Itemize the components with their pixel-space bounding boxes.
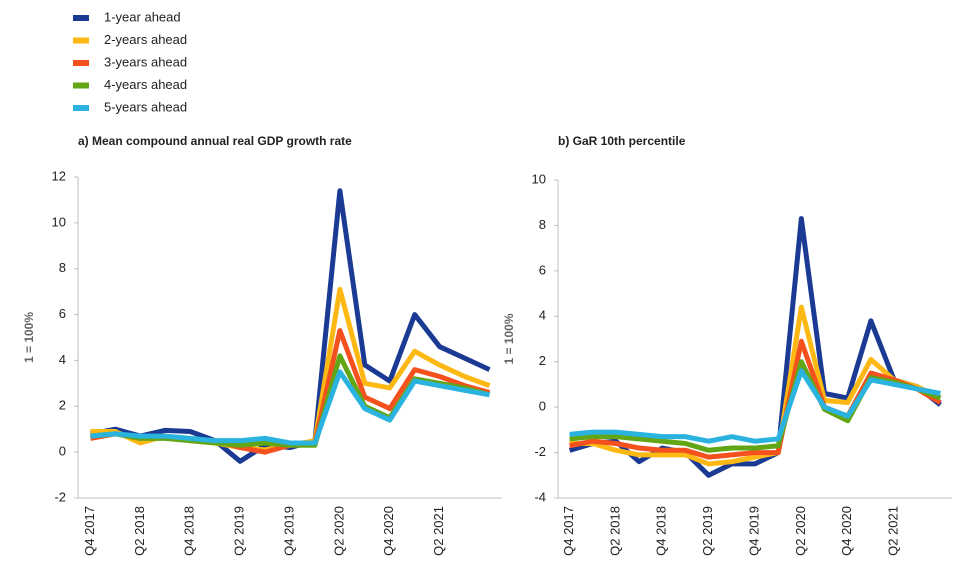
y-tick-label: 6 [539, 262, 546, 277]
chart-title: b) GaR 10th percentile [558, 134, 686, 148]
x-tick-label: Q2 2021 [885, 506, 900, 556]
y-tick-label: -4 [534, 489, 546, 504]
legend-label: 1-year ahead [104, 9, 181, 24]
y-tick-label: 2 [539, 353, 546, 368]
series-line: 5-years ahead [569, 368, 941, 444]
legend-label: 3-years ahead [104, 54, 187, 69]
legend-swatch [73, 82, 89, 89]
x-tick-label: Q2 2021 [431, 506, 446, 556]
y-tick-label: 10 [52, 214, 66, 229]
y-tick-label: 4 [59, 352, 66, 367]
y-axis-label: 1 = 100% [502, 313, 516, 364]
legend-swatch [73, 105, 89, 111]
legend-label: 5-years ahead [104, 99, 187, 114]
legend-swatch [73, 15, 89, 21]
series-line [90, 188, 491, 464]
y-tick-label: 8 [539, 217, 546, 232]
x-tick-label: Q4 2018 [654, 506, 669, 556]
series-line [90, 286, 491, 453]
legend-label: 2-years ahead [104, 32, 187, 47]
x-tick-label: Q4 2020 [839, 506, 854, 556]
x-tick-label: Q2 2020 [793, 506, 808, 556]
x-tick-label: Q2 2018 [132, 506, 147, 556]
series-line: 3-years ahead [569, 338, 942, 460]
y-tick-label: 6 [59, 306, 66, 321]
y-tick-label: -2 [54, 489, 66, 504]
x-tick-label: Q2 2020 [331, 506, 346, 556]
y-tick-label: 4 [539, 308, 546, 323]
y-tick-label: 2 [59, 398, 66, 413]
y-tick-label: -2 [534, 444, 546, 459]
x-tick-label: Q2 2018 [607, 506, 622, 556]
y-tick-label: 8 [59, 260, 66, 275]
x-tick-label: Q4 2017 [82, 506, 97, 556]
y-tick-label: 12 [52, 168, 66, 183]
legend-swatch [73, 37, 89, 44]
legend-label: 4-years ahead [104, 77, 187, 92]
series-line [90, 369, 490, 446]
y-tick-label: 0 [59, 444, 66, 459]
x-tick-label: Q4 2019 [746, 506, 761, 556]
chart-title: a) Mean compound annual real GDP growth … [78, 134, 352, 148]
y-axis-label: 1 = 100% [22, 312, 36, 363]
series-line: 2-years ahead [569, 304, 942, 467]
x-tick-label: Q2 2019 [232, 506, 247, 556]
x-tick-label: Q4 2020 [381, 506, 396, 556]
x-tick-label: Q2 2019 [700, 506, 715, 556]
y-tick-label: 10 [532, 171, 546, 186]
legend-swatch [73, 60, 89, 66]
x-tick-label: Q4 2017 [561, 506, 576, 556]
x-tick-label: Q4 2018 [182, 506, 197, 556]
y-tick-label: 0 [539, 399, 546, 414]
x-tick-label: Q4 2019 [281, 506, 296, 556]
